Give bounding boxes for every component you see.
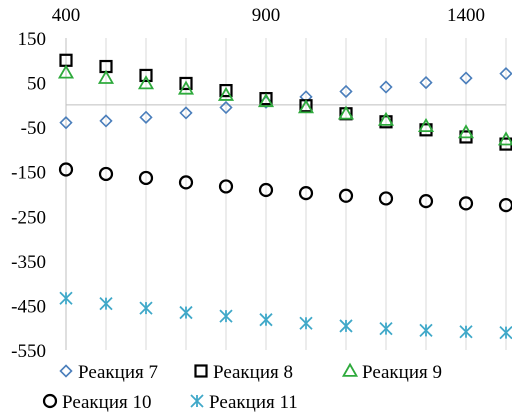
data-point — [58, 162, 74, 177]
data-point — [178, 175, 194, 190]
legend-marker — [194, 364, 208, 378]
legend-label: Реакция 11 — [209, 392, 298, 412]
data-point — [499, 67, 512, 81]
data-point — [219, 309, 233, 323]
y-tick-label: -250 — [11, 207, 46, 228]
data-point — [258, 182, 274, 198]
legend-item: Реакция 10 — [42, 392, 151, 412]
data-point — [498, 198, 512, 213]
legend-label: Реакция 10 — [62, 392, 151, 412]
data-point — [99, 114, 113, 128]
x-tick-label: 900 — [252, 5, 281, 26]
data-point — [419, 75, 433, 90]
legend-item: Реакция 8 — [194, 362, 293, 383]
data-point — [297, 99, 315, 114]
data-point — [219, 100, 233, 115]
x-tick-label: 1400 — [447, 5, 485, 26]
legend-marker — [59, 364, 73, 378]
legend-marker — [341, 362, 359, 377]
legend-label: Реакция 8 — [213, 362, 293, 383]
y-tick-label: -50 — [21, 118, 46, 139]
data-point — [377, 111, 395, 126]
data-point — [298, 186, 314, 201]
data-point — [339, 319, 353, 333]
data-point — [419, 323, 433, 338]
data-markers — [57, 53, 512, 340]
data-point — [139, 301, 153, 315]
series-1 — [59, 67, 512, 130]
data-point — [378, 191, 394, 206]
data-point — [417, 117, 435, 133]
data-point — [218, 179, 234, 194]
legend-marker — [190, 394, 204, 408]
data-point — [57, 64, 75, 79]
data-point — [98, 166, 114, 182]
data-point — [177, 80, 195, 95]
data-point — [457, 124, 475, 139]
data-point — [97, 69, 115, 84]
data-point — [418, 194, 434, 209]
data-point — [499, 325, 512, 340]
legend-marker — [42, 393, 58, 409]
y-tick-label: 150 — [18, 29, 47, 50]
data-point — [339, 84, 353, 99]
legend-label: Реакция 9 — [362, 362, 442, 383]
series-4 — [58, 162, 512, 213]
y-tick-label: -550 — [11, 341, 46, 362]
data-point — [179, 76, 193, 91]
data-point — [59, 116, 73, 130]
data-point — [137, 75, 155, 90]
data-point — [179, 106, 193, 120]
data-point — [179, 305, 193, 320]
y-tick-label: -350 — [11, 252, 46, 273]
data-point — [139, 110, 153, 124]
data-point — [219, 83, 233, 98]
data-point — [139, 68, 153, 83]
data-point — [379, 321, 393, 336]
data-point — [458, 196, 474, 211]
data-point — [337, 105, 355, 120]
data-point — [257, 92, 275, 108]
data-point — [379, 80, 393, 94]
legend: Реакция 7 Реакция 8 Реакция 9 Реакция 10 Реа… — [42, 362, 442, 412]
x-tick-label: 400 — [52, 5, 81, 26]
data-point — [459, 71, 473, 85]
series-5 — [59, 291, 512, 340]
data-point — [138, 170, 154, 186]
axes: 400 900 1400 150 50 -50 -150 -250 -350 -450 -550 — [11, 5, 506, 362]
legend-label: Реакция 7 — [78, 362, 158, 383]
data-point — [497, 131, 512, 146]
data-point — [259, 313, 273, 327]
legend-item: Реакция 7 — [59, 362, 158, 383]
data-point — [59, 291, 73, 305]
y-tick-label: -150 — [11, 163, 46, 184]
data-point — [99, 297, 113, 311]
data-point — [299, 316, 313, 330]
series-3 — [57, 64, 512, 146]
legend-item: Реакция 9 — [341, 362, 442, 383]
legend-item: Реакция 11 — [190, 392, 298, 412]
y-tick-label: 50 — [27, 74, 46, 95]
data-point — [459, 325, 473, 339]
series-2 — [59, 53, 512, 151]
data-point — [338, 188, 354, 203]
data-point — [217, 86, 235, 101]
y-tick-label: -450 — [11, 296, 46, 317]
gridlines — [65, 38, 507, 350]
